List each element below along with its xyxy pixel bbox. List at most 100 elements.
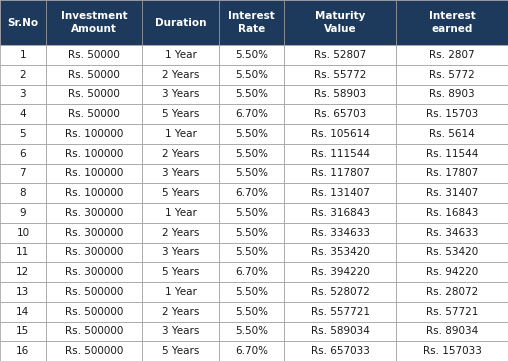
Bar — [46, 144, 142, 164]
Text: 5.50%: 5.50% — [235, 90, 268, 100]
Bar — [0, 183, 46, 203]
Bar — [284, 203, 396, 223]
Text: 1 Year: 1 Year — [165, 208, 197, 218]
Bar — [396, 183, 508, 203]
Bar — [142, 243, 219, 262]
Text: Rs. 15703: Rs. 15703 — [426, 109, 478, 119]
Text: Rs. 50000: Rs. 50000 — [68, 109, 120, 119]
Bar — [0, 223, 46, 243]
Bar — [142, 302, 219, 322]
Text: Rs. 500000: Rs. 500000 — [65, 326, 123, 336]
Text: 1 Year: 1 Year — [165, 50, 197, 60]
Bar — [219, 223, 284, 243]
Text: 1 Year: 1 Year — [165, 129, 197, 139]
Text: 6.70%: 6.70% — [235, 267, 268, 277]
Bar — [284, 183, 396, 203]
Text: Rs. 117807: Rs. 117807 — [311, 169, 370, 178]
Bar — [46, 45, 142, 65]
Bar — [284, 243, 396, 262]
Text: Rs. 334633: Rs. 334633 — [310, 228, 370, 238]
Bar — [219, 124, 284, 144]
Bar — [396, 302, 508, 322]
Bar — [219, 144, 284, 164]
Bar — [396, 203, 508, 223]
Text: Rs. 53420: Rs. 53420 — [426, 247, 478, 257]
Text: Rs. 55772: Rs. 55772 — [314, 70, 366, 80]
Bar — [46, 84, 142, 104]
Bar — [142, 45, 219, 65]
Text: Rs. 105614: Rs. 105614 — [311, 129, 370, 139]
Text: Rs. 111544: Rs. 111544 — [310, 149, 370, 159]
Bar — [396, 144, 508, 164]
Text: Rs. 17807: Rs. 17807 — [426, 169, 478, 178]
Text: Investment
Amount: Investment Amount — [60, 11, 128, 34]
Text: 5 Years: 5 Years — [162, 346, 199, 356]
Text: 12: 12 — [16, 267, 29, 277]
Bar — [142, 0, 219, 45]
Text: Rs. 353420: Rs. 353420 — [311, 247, 370, 257]
Text: Rs. 589034: Rs. 589034 — [311, 326, 370, 336]
Text: 6: 6 — [20, 149, 26, 159]
Bar — [396, 84, 508, 104]
Bar — [219, 104, 284, 124]
Text: Rs. 5772: Rs. 5772 — [429, 70, 475, 80]
Bar — [219, 262, 284, 282]
Bar — [46, 183, 142, 203]
Text: 5.50%: 5.50% — [235, 50, 268, 60]
Text: 13: 13 — [16, 287, 29, 297]
Text: Rs. 16843: Rs. 16843 — [426, 208, 478, 218]
Bar — [219, 302, 284, 322]
Bar — [284, 302, 396, 322]
Bar — [396, 65, 508, 84]
Bar — [284, 223, 396, 243]
Bar — [142, 144, 219, 164]
Bar — [396, 322, 508, 341]
Text: 5 Years: 5 Years — [162, 109, 199, 119]
Bar — [0, 243, 46, 262]
Bar — [0, 203, 46, 223]
Text: 7: 7 — [20, 169, 26, 178]
Text: Rs. 100000: Rs. 100000 — [65, 149, 123, 159]
Bar — [46, 302, 142, 322]
Text: Rs. 5614: Rs. 5614 — [429, 129, 475, 139]
Bar — [396, 262, 508, 282]
Bar — [46, 164, 142, 183]
Text: 3: 3 — [20, 90, 26, 100]
Text: Rs. 528072: Rs. 528072 — [311, 287, 370, 297]
Bar — [284, 144, 396, 164]
Text: 1 Year: 1 Year — [165, 287, 197, 297]
Text: 2 Years: 2 Years — [162, 306, 199, 317]
Text: 10: 10 — [16, 228, 29, 238]
Text: Rs. 58903: Rs. 58903 — [314, 90, 366, 100]
Bar — [142, 183, 219, 203]
Bar — [396, 341, 508, 361]
Text: 3 Years: 3 Years — [162, 326, 199, 336]
Bar — [396, 243, 508, 262]
Text: 5.50%: 5.50% — [235, 306, 268, 317]
Bar — [142, 84, 219, 104]
Text: 11: 11 — [16, 247, 29, 257]
Text: Rs. 100000: Rs. 100000 — [65, 129, 123, 139]
Text: 5 Years: 5 Years — [162, 267, 199, 277]
Bar — [0, 144, 46, 164]
Bar — [219, 243, 284, 262]
Bar — [0, 164, 46, 183]
Text: Rs. 8903: Rs. 8903 — [429, 90, 475, 100]
Bar — [396, 45, 508, 65]
Bar — [219, 341, 284, 361]
Bar — [46, 104, 142, 124]
Text: 5.50%: 5.50% — [235, 326, 268, 336]
Text: 14: 14 — [16, 306, 29, 317]
Text: 15: 15 — [16, 326, 29, 336]
Bar — [284, 45, 396, 65]
Text: 5.50%: 5.50% — [235, 287, 268, 297]
Text: 2: 2 — [20, 70, 26, 80]
Bar — [0, 262, 46, 282]
Text: Interest
Rate: Interest Rate — [228, 11, 275, 34]
Bar — [46, 0, 142, 45]
Text: Rs. 500000: Rs. 500000 — [65, 287, 123, 297]
Bar — [396, 104, 508, 124]
Text: Rs. 131407: Rs. 131407 — [311, 188, 370, 198]
Text: 2 Years: 2 Years — [162, 149, 199, 159]
Bar — [0, 124, 46, 144]
